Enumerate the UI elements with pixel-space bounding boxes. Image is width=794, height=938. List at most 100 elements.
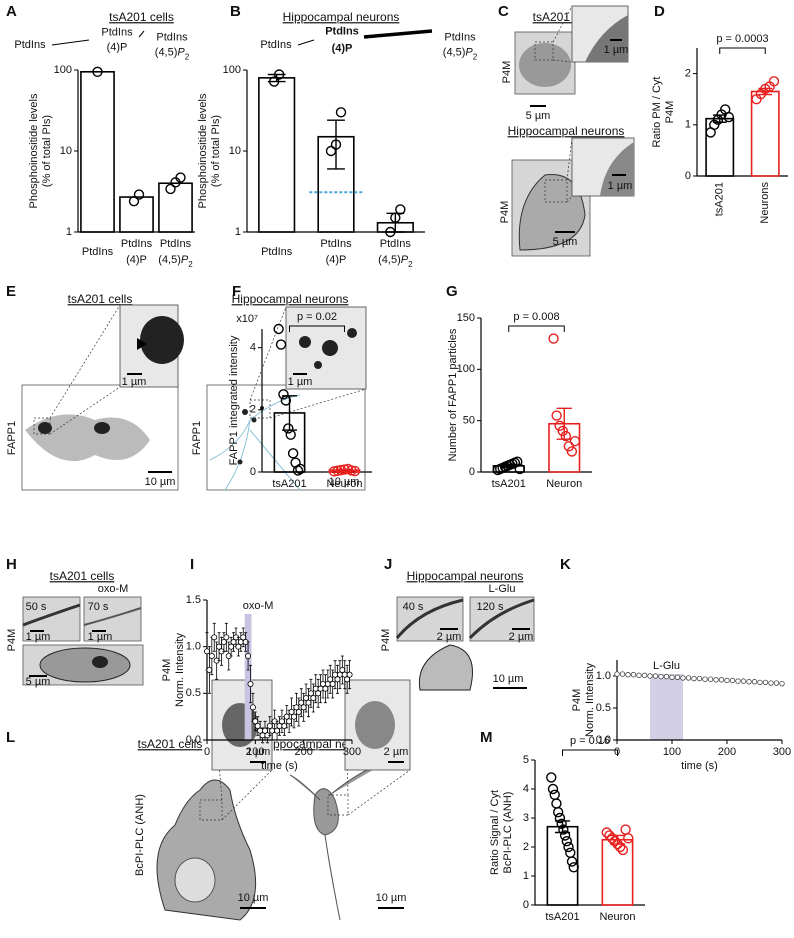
micrograph [511, 137, 635, 257]
panel-label: F [232, 283, 241, 300]
scale-label: 1 µm [608, 180, 633, 192]
data-point [554, 812, 566, 824]
x-tick-label: PtdIns [82, 246, 114, 258]
data-point [292, 465, 304, 476]
bar [601, 838, 634, 906]
data-point [273, 323, 284, 335]
x-tick-label: tsA201 [714, 182, 726, 216]
y-tick-label: 0.0 [596, 734, 611, 746]
data-point [565, 847, 576, 858]
data-point [206, 667, 213, 674]
x-tick-label: 200 [294, 746, 312, 758]
scale-label: 1 µm [122, 376, 147, 388]
data-point [606, 833, 618, 844]
data-point [568, 862, 579, 873]
stain-label: P4M [501, 61, 513, 84]
data-point [385, 226, 396, 238]
data-point [762, 679, 769, 686]
data-point [133, 189, 145, 200]
data-point [647, 673, 653, 679]
data-point [779, 680, 785, 687]
panel-label: D [654, 3, 665, 20]
scale-label: 10 µm [493, 673, 524, 685]
data-point [557, 425, 568, 437]
data-point [223, 634, 230, 641]
x-tick-label: PtdIns (4)P [121, 238, 153, 266]
data-point [290, 713, 297, 720]
y-tick-label: 0.5 [596, 702, 611, 714]
data-point [273, 69, 285, 80]
stain-label: FAPP1 [6, 421, 18, 455]
data-point [563, 841, 574, 853]
data-point [773, 680, 780, 686]
data-point [768, 76, 780, 87]
pathway-step: PtdIns (4,5)P2 [155, 31, 190, 61]
y-axis-label: (% of total PIs) [41, 115, 53, 187]
data-point [685, 675, 692, 681]
pathway-arrow [297, 39, 315, 46]
pathway-arrow [51, 39, 90, 46]
data-point [245, 653, 252, 660]
data-point [658, 673, 664, 680]
data-point [287, 448, 299, 459]
data-point [278, 389, 289, 400]
x-tick-label: Neuron [546, 478, 582, 490]
x-tick-label: 300 [343, 746, 361, 758]
data-point [558, 824, 569, 835]
y-axis-label: Norm. Intensity [174, 633, 186, 707]
data-point [283, 423, 294, 434]
y-tick-label: 1.0 [186, 641, 201, 653]
time-label: 40 s [403, 601, 424, 613]
panel-title: tsA201 cells [138, 737, 203, 751]
data-point [286, 718, 293, 725]
data-point [696, 675, 703, 682]
data-point [295, 463, 306, 475]
data-point [512, 456, 523, 467]
data-point [305, 699, 312, 706]
bar [119, 196, 154, 233]
panel-label: M [480, 729, 493, 746]
data-point [559, 830, 571, 841]
data-point [636, 672, 642, 679]
data-point [674, 674, 681, 680]
x-tick-label: 100 [663, 746, 681, 758]
data-point [128, 196, 140, 207]
y-tick-label: 0 [469, 466, 475, 478]
data-point [680, 675, 686, 681]
x-tick-label: tsA201 [272, 478, 306, 490]
data-point [563, 441, 575, 452]
scale-label: 5 µm [526, 110, 551, 122]
data-point [707, 676, 714, 682]
panel-title: tsA201 cells [50, 569, 115, 583]
x-tick-label: tsA201 [492, 478, 526, 490]
data-point [560, 430, 571, 442]
data-point [604, 830, 615, 841]
data-point [623, 833, 634, 844]
data-point [652, 673, 659, 679]
x-tick-label: tsA201 [545, 911, 579, 923]
stain-label: P4M [499, 201, 511, 224]
data-point [547, 783, 559, 795]
data-point [548, 333, 559, 344]
data-point [746, 679, 752, 685]
y-tick-label: 100 [457, 363, 475, 375]
stimulus-label: L-Glu [653, 660, 680, 672]
y-axis-label: Phosphoinositide levels [197, 93, 209, 208]
y-axis-label: (% of total PIs) [210, 115, 222, 187]
stimulus-label: oxo-M [243, 600, 274, 612]
x-tick-label: 0 [204, 746, 210, 758]
data-point [551, 410, 562, 421]
p-value: p = 0.16 [570, 735, 610, 747]
y-axis-label: Ratio PM / Cyt [651, 77, 663, 148]
y-axis-label: P4M [571, 689, 583, 712]
x-tick-label: 300 [773, 746, 791, 758]
x-axis-label: time (s) [681, 760, 718, 772]
pathway-step: PtdIns [260, 39, 292, 51]
data-point [330, 139, 342, 150]
data-point [691, 675, 697, 682]
scale-label: 10 µm [145, 476, 176, 488]
data-point [295, 709, 302, 716]
y-axis-label: BcPI-PLC (ANH) [502, 792, 514, 874]
stimulus-label: oxo-M [98, 583, 129, 595]
